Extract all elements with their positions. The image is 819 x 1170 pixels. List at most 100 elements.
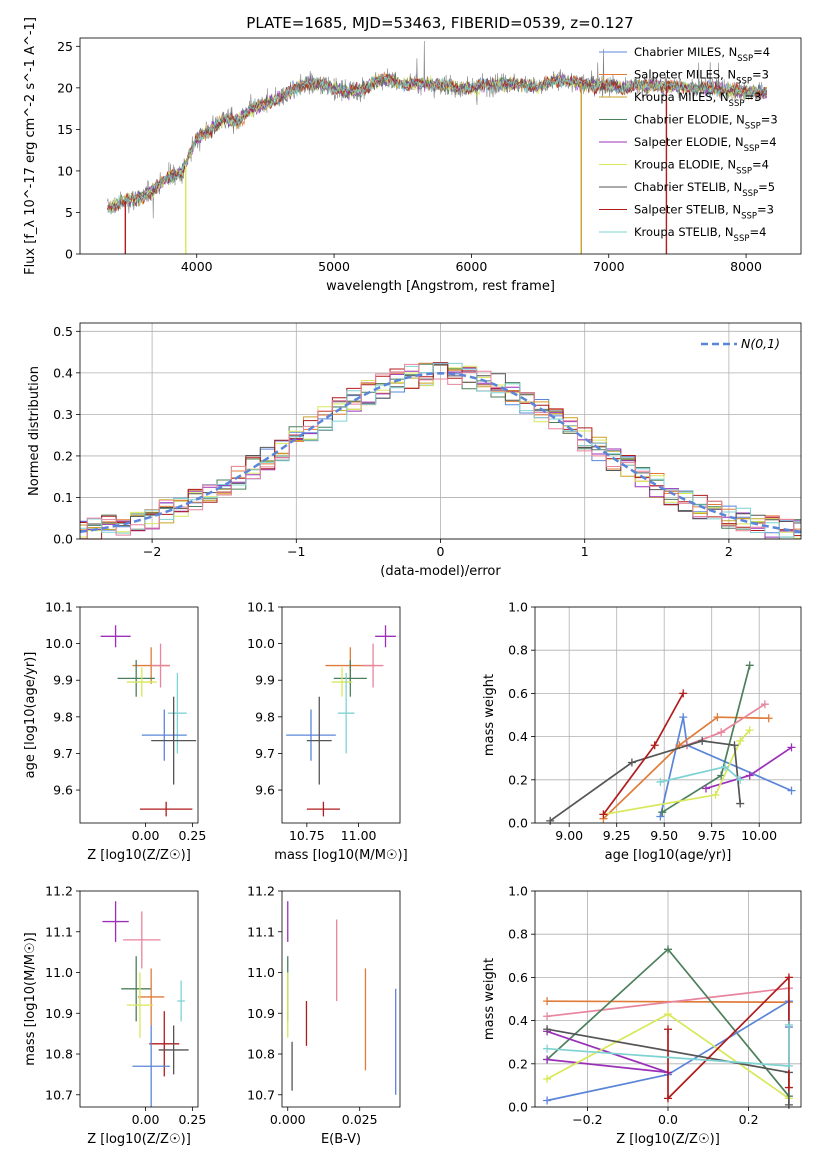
y-tick-label: 0.2: [508, 772, 528, 787]
legend-label: Salpeter ELODIE, NSSP=4: [634, 135, 777, 154]
plot-area: [100, 625, 197, 817]
axes-frame: [534, 606, 802, 824]
y-tick-label: 10.7: [247, 1087, 275, 1102]
panel-residuals: −2 −1 0 1 2 0.0 0.1 0.2 0.3 0.4 0.5 (data-model)/er…: [27, 322, 802, 579]
y-tick-label: 11.1: [247, 924, 275, 939]
y-tick-label: 11.2: [45, 884, 73, 899]
plot-area: [287, 901, 397, 1095]
plus-marker: [543, 1044, 552, 1053]
histogram-step: [80, 363, 801, 539]
x-tick-label: 4000: [181, 259, 213, 274]
plot-area: [102, 901, 189, 1107]
axes-frame: [79, 37, 802, 255]
plus-marker: [784, 1020, 793, 1029]
plus-marker: [745, 726, 754, 735]
mass-weight-line: [659, 717, 792, 817]
y-tick-label: 0.5: [53, 324, 73, 339]
y-tick-label: 11.2: [247, 884, 275, 899]
plus-marker: [784, 1083, 793, 1092]
mass-weight-line: [686, 703, 766, 746]
x-tick-label: 9.00: [555, 828, 583, 843]
plus-marker: [745, 771, 754, 780]
plus-marker: [760, 700, 769, 709]
y-tick-label: 10: [57, 163, 73, 178]
plus-marker: [713, 713, 722, 722]
mass-weight-line: [546, 1030, 669, 1074]
plus-marker: [664, 945, 672, 954]
x-tick-label: 9.25: [603, 828, 631, 843]
y-tick-label: 0.6: [508, 970, 528, 985]
y-tick-label: 0.4: [53, 365, 73, 380]
axes-frame: [534, 890, 802, 1108]
axes-frame: [281, 890, 401, 1108]
x-tick-label: 0.025: [342, 1112, 378, 1127]
x-tick-label: 8000: [730, 259, 762, 274]
y-tick-label: 1.0: [508, 884, 528, 899]
legend-label: Chabrier ELODIE, NSSP=3: [634, 113, 778, 132]
plus-marker: [698, 736, 707, 745]
y-tick-label: 10.1: [45, 600, 73, 615]
legend-label: Kroupa STELIB, NSSP=4: [634, 225, 766, 244]
y-tick-label: 0.0: [53, 532, 73, 547]
x-tick-label: −1: [287, 544, 305, 559]
y-tick-label: 20: [57, 80, 73, 95]
y-tick-label: 10.9: [45, 1006, 73, 1021]
x-tick-label: 10.00: [741, 828, 777, 843]
axes-frame: [79, 322, 802, 540]
y-tick-label: 0.3: [53, 407, 73, 422]
plus-marker: [664, 1094, 672, 1103]
plus-marker: [711, 790, 720, 799]
y-tick-label: 0.4: [508, 729, 528, 744]
plus-marker: [787, 786, 796, 795]
histogram-step: [80, 362, 801, 540]
plus-marker: [599, 810, 608, 819]
x-tick-label: 0.25: [178, 828, 206, 843]
y-axis-label: mass [log10(M/M☉)]: [23, 932, 38, 1065]
plot-area: [546, 661, 796, 825]
plus-marker: [543, 1055, 552, 1064]
panel-mass-vs-Z: 0.00 0.25 10.7 10.8 10.9 11.0 11.1 11.2 Z [log10…: [23, 884, 206, 1148]
plus-marker: [543, 1074, 552, 1083]
y-tick-label: 0.1: [53, 490, 73, 505]
plus-marker: [764, 714, 773, 723]
x-axis-label: Z [log10(Z/Z☉)]: [616, 1132, 720, 1147]
y-tick-label: 9.7: [53, 746, 73, 761]
x-axis-label: E(B-V): [321, 1132, 361, 1147]
plus-marker: [543, 1025, 552, 1034]
plus-marker: [543, 997, 552, 1006]
plus-marker: [656, 812, 665, 821]
plot-area: [79, 362, 802, 540]
y-axis-label: mass weight: [482, 958, 497, 1040]
y-tick-label: 0.2: [508, 1056, 528, 1071]
plus-marker: [736, 799, 745, 808]
plus-marker: [702, 784, 710, 793]
y-tick-label: 0.2: [53, 448, 73, 463]
axes-frame: [281, 606, 401, 824]
y-tick-label: 5: [65, 205, 73, 220]
y-tick-label: 1.0: [508, 600, 528, 615]
y-tick-label: 0.8: [508, 643, 528, 658]
y-tick-label: 11.0: [247, 965, 275, 980]
x-tick-label: 0.000: [270, 1112, 306, 1127]
y-tick-label: 0.8: [508, 927, 528, 942]
y-tick-label: 0.0: [508, 816, 528, 831]
plus-marker: [656, 777, 665, 786]
y-tick-label: 9.6: [53, 783, 73, 798]
plus-marker: [784, 1100, 793, 1109]
y-tick-label: 10.1: [247, 600, 275, 615]
x-tick-label: 9.75: [698, 828, 726, 843]
x-tick-label: 0.0: [658, 1112, 678, 1127]
plus-marker: [736, 775, 745, 784]
y-tick-label: 9.8: [53, 709, 73, 724]
legend-label: Chabrier MILES, NSSP=4: [634, 45, 770, 64]
plus-marker: [721, 762, 729, 771]
plus-marker: [627, 758, 636, 767]
plus-marker: [664, 1010, 672, 1019]
plus-marker: [546, 816, 555, 825]
model-spectrum-line: [107, 73, 767, 215]
plus-marker: [679, 713, 688, 722]
x-tick-label: 0.25: [178, 1112, 206, 1127]
legend-label: Salpeter MILES, NSSP=3: [634, 68, 769, 87]
gaussian-reference-curve: [79, 372, 802, 533]
